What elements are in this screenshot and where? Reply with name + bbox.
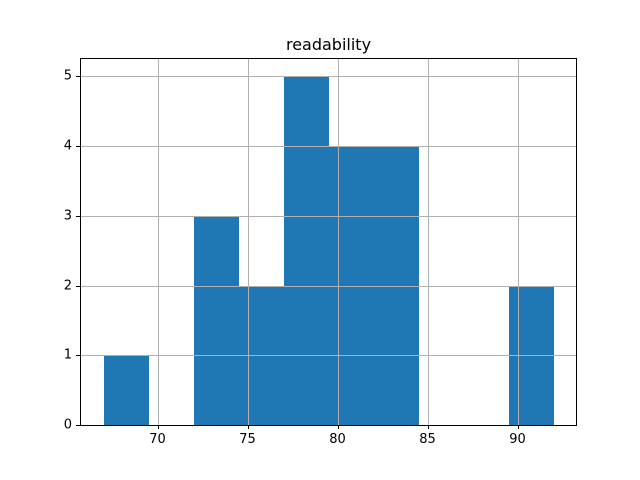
y-tick-mark [76, 425, 80, 426]
x-gridline [157, 59, 159, 425]
x-gridline [517, 59, 519, 425]
y-gridline [81, 285, 576, 287]
y-tick-mark [76, 76, 80, 78]
y-tick-label: 2 [63, 278, 72, 294]
x-tick-label: 80 [329, 432, 346, 447]
y-tick-label: 4 [63, 138, 72, 154]
x-tick-mark [157, 425, 159, 429]
x-tick-label: 75 [239, 432, 256, 447]
y-gridline [81, 355, 576, 357]
x-tick-mark [517, 425, 519, 429]
x-tick-mark [427, 425, 429, 429]
plot-area: readability 70 75 80 85 90 0 1 2 3 4 5 [64, 35, 577, 447]
x-gridline [247, 59, 249, 425]
histogram-bar [193, 215, 239, 425]
x-tick-mark [337, 425, 339, 429]
x-gridline [427, 59, 429, 425]
histogram-bar [283, 76, 329, 425]
histogram-bar [508, 285, 554, 425]
x-tick-mark [247, 425, 249, 429]
y-tick-label: 5 [63, 68, 72, 84]
y-tick-label: 3 [63, 208, 72, 224]
y-gridline [81, 146, 576, 148]
y-tick-label: 0 [63, 417, 72, 433]
x-tick-label: 70 [149, 432, 166, 447]
chart-title: readability [285, 35, 372, 54]
histogram-bar [103, 355, 149, 425]
y-tick-label: 1 [63, 347, 72, 363]
y-gridline [81, 215, 576, 217]
x-tick-label: 85 [419, 432, 436, 447]
y-gridline [81, 76, 576, 78]
histogram-bar [238, 285, 284, 425]
y-tick-mark [76, 146, 80, 148]
x-tick-label: 90 [509, 432, 526, 447]
y-tick-mark [76, 285, 80, 287]
y-tick-mark [76, 355, 80, 357]
y-tick-mark [76, 215, 80, 217]
x-gridline [337, 59, 339, 425]
